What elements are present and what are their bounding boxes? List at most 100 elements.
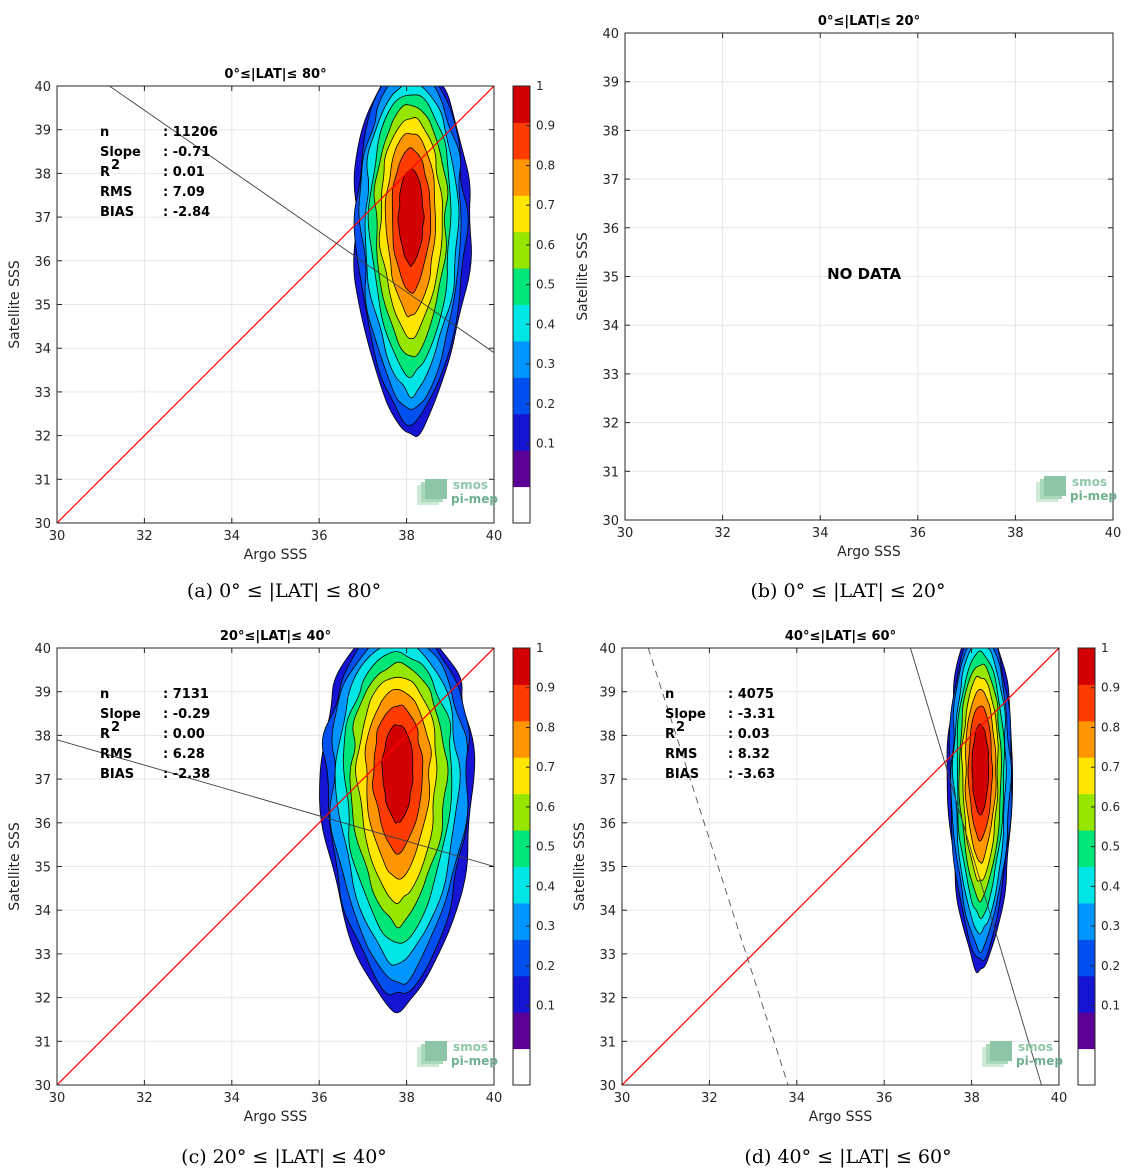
colorbar-tick-label: 1 [536,641,544,655]
stat-value: : 7131 [163,687,209,702]
colorbar-segment [513,648,530,685]
y-tick-label: 31 [34,1035,51,1050]
y-tick-label: 30 [34,517,51,532]
y-tick-label: 37 [34,773,51,788]
stat-label: R [665,727,675,742]
stat-label: R [100,165,110,180]
stat-label: RMS [665,747,697,762]
stat-value: : -0.29 [163,707,210,722]
density-contours [319,648,476,1014]
y-tick-label: 34 [34,904,51,919]
stat-value: : 0.00 [163,727,205,742]
contour-level [381,724,414,824]
y-axis-label: Satellite SSS [7,260,23,349]
plot-content [57,86,494,523]
colorbar-segment [513,1048,530,1086]
y-tick-label: 40 [602,27,619,42]
stat-label: n [100,687,109,702]
y-tick-label: 38 [34,167,51,182]
stat-superscript: 2 [676,720,685,735]
y-tick-label: 33 [602,368,619,383]
colorbar-tick-label: 0.6 [536,800,555,814]
colorbar: 0.1 0.2 0.3 0.4 0.5 0.6 0.7 0.8 0.9 1 [512,79,555,524]
y-tick-label: 33 [599,948,616,963]
y-tick-label: 31 [599,1035,616,1050]
stat-value: : 11206 [163,125,218,140]
y-tick-label: 38 [599,729,616,744]
stat-label: n [100,125,109,140]
y-tick-label: 35 [602,271,619,286]
colorbar-tick-label: 0.9 [536,119,555,133]
colorbar-segment [513,793,530,831]
y-tick-label: 38 [34,729,51,744]
x-tick-label: 30 [617,526,634,541]
y-tick-label: 34 [602,319,619,334]
identity-line [57,86,494,523]
colorbar-tick-label: 0.5 [536,278,555,292]
stat-label: RMS [100,747,132,762]
no-data-text: NO DATA [827,265,901,283]
colorbar-segment [1078,866,1095,904]
y-tick-label: 36 [602,222,619,237]
colorbar-tick-label: 0.5 [536,840,555,854]
x-axis-label: Argo SSS [809,1109,873,1125]
panel-a: 30 32 34 36 38 40 30 31 32 33 34 35 36 37 38 39 40 0°≤|LA… [7,67,555,602]
regression-line [57,739,494,867]
stat-superscript: 2 [111,158,120,173]
x-tick-label: 38 [963,1091,980,1106]
colorbar-frame [512,647,531,1086]
colorbar-tick-label: 0.1 [1101,999,1120,1013]
y-axis-label: Satellite SSS [572,822,588,911]
colorbar-segment [513,720,530,758]
y-tick-label: 34 [599,904,616,919]
dashed-line [647,648,789,1085]
colorbar-segment [1078,648,1095,685]
x-tick-label: 34 [224,529,241,544]
x-tick-label: 38 [398,1091,415,1106]
colorbar-segment [513,902,530,940]
ticks [56,85,495,524]
stat-value: : 4075 [728,687,774,702]
panel-caption: (d) 40° ≤ |LAT| ≤ 60° [744,1146,951,1168]
y-tick-label: 32 [602,417,619,432]
chart-title: 0°≤|LAT|≤ 80° [224,67,326,82]
stat-label: BIAS [100,205,134,220]
stat-value: : 0.01 [163,165,205,180]
colorbar-segment [513,158,530,196]
colorbar-segment [513,757,530,795]
panel-d: 30 32 34 36 38 40 30 31 32 33 34 35 36 37 38 39 40 40°≤|L… [572,629,1120,1168]
y-tick-label: 40 [34,80,51,95]
colorbar-tick-label: 0.1 [536,999,555,1013]
colorbar-segment [513,231,530,269]
x-tick-label: 30 [614,1091,631,1106]
logo-text: pi-mep [1070,489,1117,503]
x-tick-label: 36 [910,526,927,541]
colorbar-segment [513,486,530,524]
colorbar-tick-label: 1 [1101,641,1109,655]
identity-line [622,648,1059,1085]
x-tick-label: 38 [1007,526,1024,541]
y-tick-label: 30 [602,514,619,529]
chart-title: 40°≤|LAT|≤ 60° [785,629,896,644]
y-tick-label: 40 [34,642,51,657]
y-tick-label: 32 [34,430,51,445]
colorbar-segment [1078,684,1095,722]
panel-b: 30 32 34 36 38 40 30 31 32 33 34 35 36 37 38 39 40 0°≤|LA… [575,14,1121,602]
logo-text: smos [453,478,488,492]
colorbar-segment [513,268,530,305]
colorbar-segment [1078,720,1095,758]
y-tick-label: 35 [34,299,51,314]
colorbar-frame [1077,647,1096,1086]
y-tick-label: 32 [34,992,51,1007]
colorbar-segment [513,86,530,123]
colorbar-segment [1078,830,1095,867]
x-axis-label: Argo SSS [244,1109,308,1125]
stat-label: BIAS [100,767,134,782]
colorbar-segment [513,122,530,160]
colorbar-segment [513,195,530,233]
stats-box: n: 11206 Slope: -0.71 R 2: 0.01 RMS: 7.09 BIA… [100,125,218,220]
x-tick-label: 34 [812,526,829,541]
logo-text: pi-mep [1016,1054,1063,1068]
